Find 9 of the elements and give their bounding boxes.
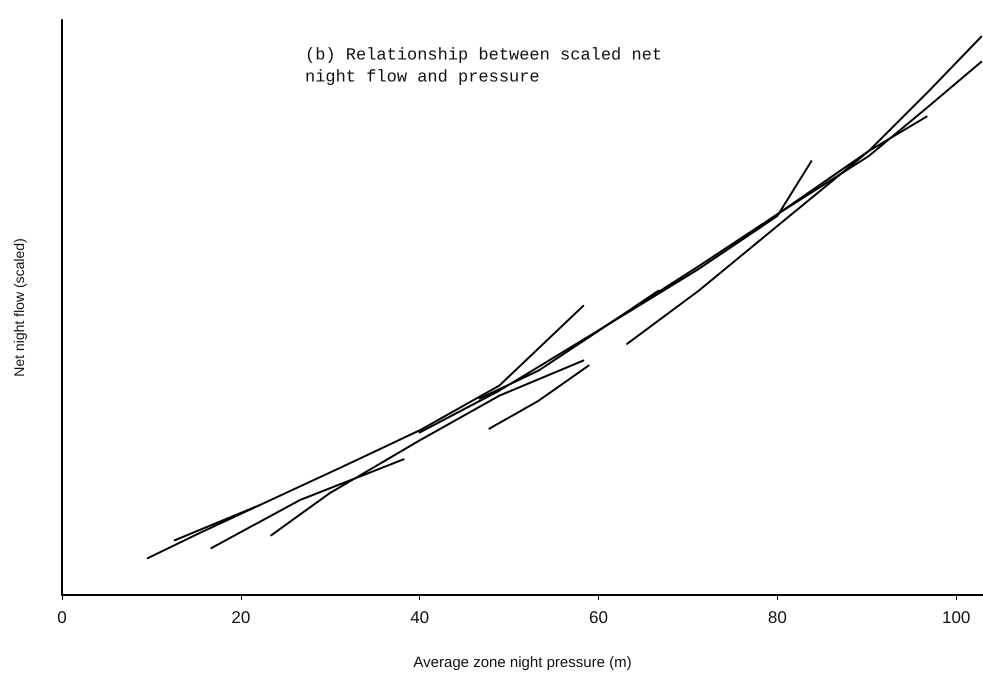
x-tick-label: 80 [768,608,787,627]
x-tick-label: 40 [410,608,430,627]
y-axis-title: Net night flow (scaled) [11,238,27,377]
x-tick-label: 60 [589,608,608,627]
x-tick-label: 20 [231,608,250,627]
x-axis-title: Average zone night pressure (m) [413,654,632,671]
text: (b) Relationship between scaled net night flow and pressure [305,46,672,88]
x-tick-label: 100 [942,608,970,627]
x-tick-label: 0 [57,608,67,627]
